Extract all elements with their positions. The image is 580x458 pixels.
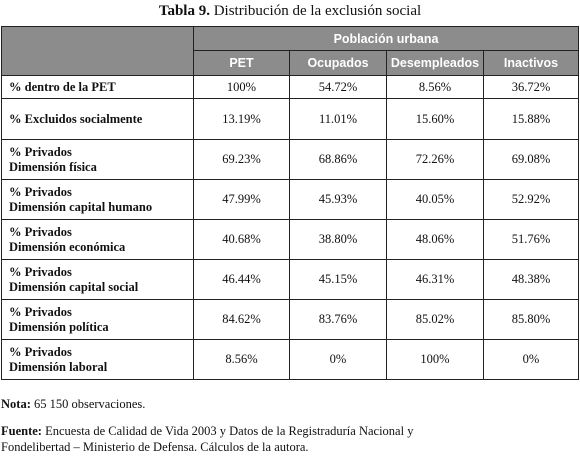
source-note: Fuente: Encuesta de Calidad de Vida 2003… (1, 423, 413, 455)
row-label: % Privados Dimensión económica (1, 219, 194, 260)
table-cell: 45.93% (289, 179, 387, 220)
column-header-pet: PET (193, 50, 290, 76)
table-cell: 38.80% (289, 219, 387, 260)
column-header-desempleados: Desempleados (386, 50, 484, 76)
table-cell: 13.19% (193, 98, 290, 140)
table-row: % Excluidos socialmente 13.19% 11.01% 15… (1, 98, 580, 140)
source-label: Fuente: (1, 424, 42, 438)
group-header: Población urbana (192, 26, 580, 51)
table-cell: 48.06% (386, 219, 484, 260)
table-cell: 15.88% (482, 98, 580, 140)
table-cell: 72.26% (386, 139, 484, 180)
row-label-line1: % Privados (9, 184, 72, 199)
row-label: % Privados Dimensión laboral (1, 339, 194, 380)
row-label: % Privados Dimensión capital social (1, 259, 194, 300)
table-cell: 47.99% (193, 179, 290, 220)
table-cell: 45.15% (289, 259, 387, 300)
source-text-line1: Encuesta de Calidad de Vida 2003 y Datos… (45, 424, 414, 438)
table-cell: 69.23% (193, 139, 290, 180)
row-label-line2: Dimensión física (9, 159, 97, 174)
row-label-line2: Dimensión capital humano (9, 199, 153, 214)
table-cell: 51.76% (482, 219, 580, 260)
table-cell: 46.31% (386, 259, 484, 300)
row-label-line2: Dimensión económica (9, 239, 126, 254)
row-label-line2: Dimensión política (9, 319, 109, 334)
row-label: % Privados Dimensión política (1, 299, 194, 340)
source-text-line2: Fondelibertad – Ministerio de Defensa. C… (1, 440, 309, 454)
row-label-line1: % Privados (9, 264, 72, 279)
table-cell: 40.05% (386, 179, 484, 220)
table-cell: 48.38% (482, 259, 580, 300)
table-row: % Privados Dimensión económica 40.68% 38.… (1, 219, 580, 260)
table-cell: 85.80% (482, 299, 580, 340)
note-line: Nota: 65 150 observaciones. (1, 396, 145, 412)
column-header-inactivos: Inactivos (482, 50, 580, 76)
note-text: 65 150 observaciones. (33, 397, 146, 411)
table-cell: 85.02% (386, 299, 484, 340)
row-label-line1: % Privados (9, 344, 72, 359)
table-cell: 11.01% (289, 98, 387, 140)
row-label-line2: Dimensión capital social (9, 279, 139, 294)
table-cell: 83.76% (289, 299, 387, 340)
table-cell: 100% (193, 75, 290, 99)
note-label: Nota: (1, 397, 31, 411)
row-label-line1: % Excluidos socialmente (9, 111, 143, 126)
table-cell: 68.86% (289, 139, 387, 180)
table-cell: 84.62% (193, 299, 290, 340)
header-corner (1, 26, 194, 76)
table-row: % Privados Dimensión política 84.62% 83.7… (1, 299, 580, 340)
table-row: % Privados Dimensión capital social 46.44… (1, 259, 580, 300)
table-cell: 0% (482, 339, 580, 380)
row-label: % Excluidos socialmente (1, 98, 194, 140)
table-cell: 8.56% (193, 339, 290, 380)
table-title: Tabla 9. Distribución de la exclusión so… (0, 3, 580, 20)
table-caption: Distribución de la exclusión social (213, 3, 422, 19)
row-label-line2: Dimensión laboral (9, 359, 108, 374)
table-cell: 8.56% (386, 75, 484, 99)
row-label: % dentro de la PET (1, 75, 194, 99)
row-label-line1: % Privados (9, 304, 72, 319)
row-label: % Privados Dimensión física (1, 139, 194, 180)
table-row: % Privados Dimensión física 69.23% 68.86%… (1, 139, 580, 180)
table-cell: 36.72% (482, 75, 580, 99)
table-row: % Privados Dimensión laboral 8.56% 0% 100… (1, 339, 580, 380)
table-cell: 15.60% (386, 98, 484, 140)
table-cell: 0% (289, 339, 387, 380)
table-cell: 40.68% (193, 219, 290, 260)
table-cell: 46.44% (193, 259, 290, 300)
table-row: % dentro de la PET 100% 54.72% 8.56% 36.… (1, 75, 580, 99)
row-label: % Privados Dimensión capital humano (1, 179, 194, 220)
column-header-ocupados: Ocupados (289, 50, 387, 76)
table-cell: 52.92% (482, 179, 580, 220)
table-cell: 100% (386, 339, 484, 380)
table-cell: 69.08% (482, 139, 580, 180)
row-label-line1: % Privados (9, 224, 72, 239)
table-number: Tabla 9. (158, 3, 210, 19)
table-cell: 54.72% (289, 75, 387, 99)
table-row: % Privados Dimensión capital humano 47.99… (1, 179, 580, 220)
data-table: Población urbana PET Ocupados Desemplead… (1, 26, 580, 380)
row-label-line1: % dentro de la PET (9, 79, 116, 94)
row-label-line1: % Privados (9, 144, 72, 159)
